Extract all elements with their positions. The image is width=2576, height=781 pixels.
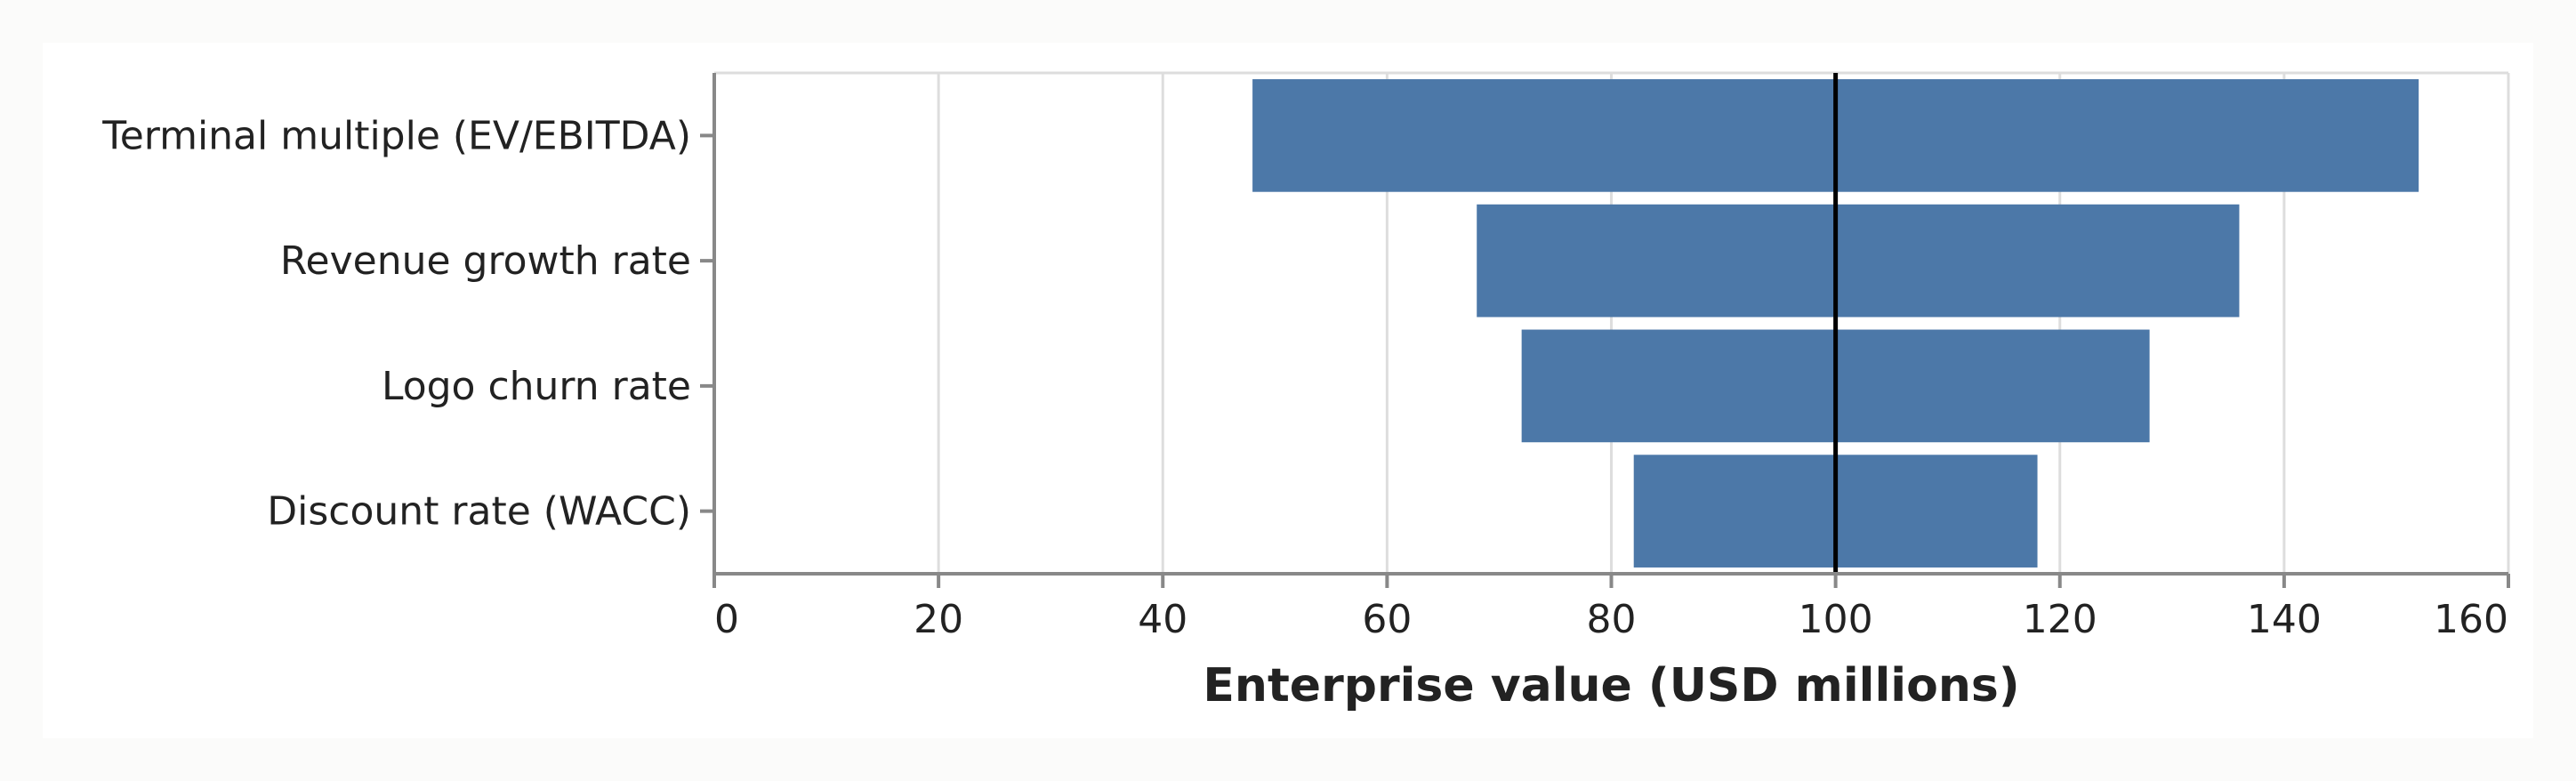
category-label: Logo churn rate [382, 364, 691, 409]
x-tick-label: 0 [714, 597, 739, 642]
x-tick-label: 160 [2434, 597, 2508, 642]
axes [700, 73, 2510, 588]
category-label: Discount rate (WACC) [267, 489, 691, 535]
category-label: Terminal multiple (EV/EBITDA) [101, 113, 691, 158]
x-tick-label: 140 [2247, 597, 2322, 642]
labels: Terminal multiple (EV/EBITDA) Revenue gro… [101, 113, 2508, 642]
x-tick-label: 20 [914, 597, 963, 642]
x-tick-label: 60 [1362, 597, 1412, 642]
x-tick-label: 100 [1799, 597, 1873, 642]
x-tick-label: 120 [2023, 597, 2097, 642]
chart-card: Terminal multiple (EV/EBITDA) Revenue gro… [43, 43, 2533, 738]
bar [1477, 204, 2240, 318]
x-tick-label: 80 [1587, 597, 1637, 642]
x-axis-title: Enterprise value (USD millions) [1203, 659, 2019, 713]
category-label: Revenue growth rate [280, 238, 691, 284]
x-tick-label: 40 [1138, 597, 1187, 642]
tornado-chart: Terminal multiple (EV/EBITDA) Revenue gro… [101, 71, 2510, 713]
bars [1252, 73, 2419, 574]
